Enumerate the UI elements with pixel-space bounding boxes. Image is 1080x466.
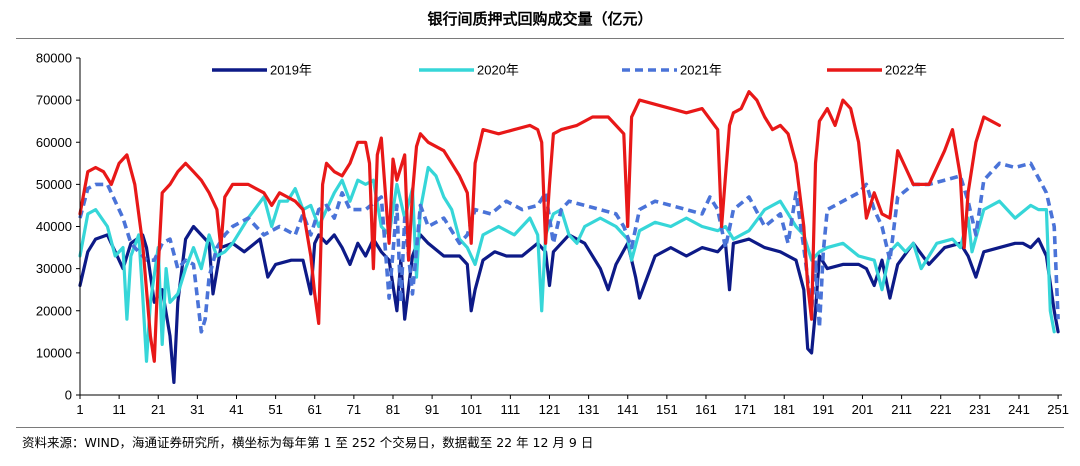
y-tick-label: 50000 [36,177,72,192]
series-line-2020 [78,165,1056,363]
x-tick-label: 81 [386,402,400,417]
x-tick-label: 241 [1008,402,1030,417]
y-tick-label: 40000 [36,219,72,234]
y-tick-label: 0 [65,388,72,403]
y-tick-label: 70000 [36,93,72,108]
x-tick-label: 131 [578,402,600,417]
series-line-2021 [78,161,1060,334]
x-tick-label: 91 [425,402,439,417]
x-tick-label: 141 [617,402,639,417]
title-underline [16,38,1064,39]
x-tick-label: 151 [656,402,678,417]
x-tick-label: 191 [812,402,834,417]
y-tick-label: 30000 [36,261,72,276]
y-tick-label: 80000 [36,51,72,66]
x-tick-label: 161 [695,402,717,417]
x-tick-label: 31 [190,402,204,417]
x-tick-label: 231 [969,402,991,417]
x-tick-label: 181 [773,402,795,417]
x-tick-label: 171 [734,402,756,417]
source-note: 资料来源：WIND，海通证券研究所，横坐标为每年第 1 至 252 个交易日，数… [22,435,594,450]
x-tick-label: 1 [76,402,83,417]
x-tick-label: 121 [539,402,561,417]
x-tick-label: 221 [930,402,952,417]
x-tick-label: 251 [1047,402,1069,417]
x-tick-label: 51 [268,402,282,417]
y-tick-label: 20000 [36,303,72,318]
legend-label-2022: 2022年 [885,63,927,78]
x-tick-label: 111 [500,402,520,417]
x-tick-label: 61 [308,402,322,417]
series-layer [78,90,1060,384]
series-line-2019 [78,224,1060,384]
axes-layer: 0 10000 20000 30000 40000 50000 60000 70000 8000… [36,51,1069,418]
y-tick-label: 10000 [36,345,72,360]
y-tick-label: 60000 [36,135,72,150]
legend: 2019年 2020年 2021年 2022年 [212,63,927,78]
legend-label-2021: 2021年 [680,63,722,78]
x-tick-label: 21 [151,402,165,417]
x-tick-label: 101 [460,402,482,417]
x-tick-label: 201 [852,402,874,417]
legend-label-2020: 2020年 [477,63,519,78]
x-tick-label: 71 [347,402,361,417]
series-line-2022 [78,90,1002,363]
chart-title: 银行间质押式回购成交量（亿元） [427,10,653,28]
legend-label-2019: 2019年 [270,63,312,78]
x-tick-label: 211 [891,402,912,417]
x-tick-label: 41 [229,402,243,417]
footer-rule [16,427,1064,428]
x-tick-label: 11 [112,402,126,417]
